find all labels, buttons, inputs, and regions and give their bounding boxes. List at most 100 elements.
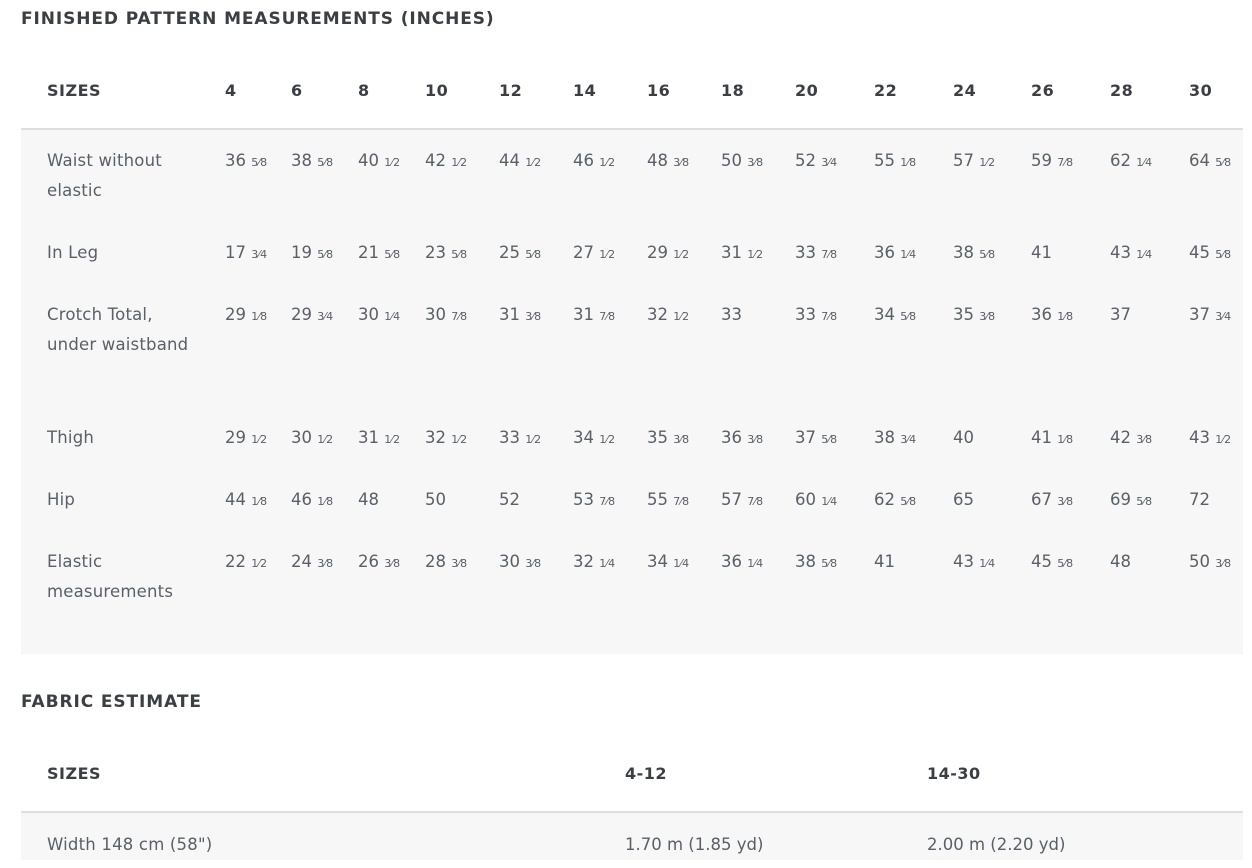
- measurement-cell: 43 1⁄2: [1189, 428, 1232, 447]
- measurement-cell: 30 3⁄8: [499, 552, 542, 571]
- measurement-cell: 35 3⁄8: [647, 428, 690, 447]
- measurement-cell: 30 7⁄8: [425, 305, 468, 324]
- measurement-cell: 69 5⁄8: [1110, 490, 1153, 509]
- measurement-cell: 38 5⁄8: [795, 552, 838, 571]
- measurement-cell: 17 3⁄4: [225, 243, 268, 262]
- measurement-cell: 46 1⁄2: [573, 151, 616, 170]
- measurement-cell: 62 5⁄8: [874, 490, 917, 509]
- size-header: 14: [573, 80, 597, 100]
- fabric-size-header: 4-12: [625, 764, 668, 783]
- measurement-cell: 37: [1110, 305, 1131, 324]
- measurement-cell: 65: [953, 490, 974, 509]
- measurement-cell: 42 3⁄8: [1110, 428, 1153, 447]
- measurement-cell: 46 1⁄8: [291, 490, 334, 509]
- measurement-cell: 43 1⁄4: [1110, 243, 1153, 262]
- measurement-cell: 55 1⁄8: [874, 151, 917, 170]
- size-header: 12: [499, 80, 523, 100]
- fabric-sizes-header: SIZES: [47, 764, 102, 783]
- sizes-header: SIZES: [47, 80, 102, 100]
- measurement-cell: 62 1⁄4: [1110, 151, 1153, 170]
- measurement-cell: 19 5⁄8: [291, 243, 334, 262]
- measurement-row: Thigh 29 1⁄2 30 1⁄2 31 1⁄2 32 1⁄2 33 1⁄2 34 1⁄…: [21, 407, 1243, 469]
- measurement-cell: 33 7⁄8: [795, 305, 838, 324]
- measurement-cell: 30 1⁄2: [291, 428, 334, 447]
- row-label: Waist without elastic: [47, 151, 162, 200]
- measurement-cell: 36 3⁄8: [721, 428, 764, 447]
- size-header: 8: [358, 80, 370, 100]
- measurement-cell: 31 1⁄2: [721, 243, 764, 262]
- fabric-title: FABRIC ESTIMATE: [21, 692, 202, 712]
- measurement-cell: 38 5⁄8: [953, 243, 996, 262]
- measurement-cell: 34 1⁄2: [573, 428, 616, 447]
- measurement-cell: 72: [1189, 490, 1210, 509]
- measurement-cell: 43 1⁄4: [953, 552, 996, 571]
- measurement-cell: 30 1⁄4: [358, 305, 401, 324]
- fabric-header-row: SIZES 4-12 14-30: [21, 736, 1243, 812]
- measurement-cell: 37 5⁄8: [795, 428, 838, 447]
- measurement-cell: 40 1⁄2: [358, 151, 401, 170]
- measurement-cell: 48: [1110, 552, 1131, 571]
- measurement-cell: 44 1⁄8: [225, 490, 268, 509]
- measurement-cell: 38 3⁄4: [874, 428, 917, 447]
- measurement-row: Crotch Total, under waistband 29 1⁄8 29 3⁄…: [21, 284, 1243, 407]
- measurement-cell: 60 1⁄4: [795, 490, 838, 509]
- measurement-cell: 50: [425, 490, 446, 509]
- measurement-cell: 31 1⁄2: [358, 428, 401, 447]
- size-header: 24: [953, 80, 977, 100]
- measurement-cell: 45 5⁄8: [1031, 552, 1074, 571]
- row-label: Hip: [47, 490, 76, 509]
- measurement-cell: 29 3⁄4: [291, 305, 334, 324]
- size-header: 18: [721, 80, 745, 100]
- row-label: In Leg: [47, 243, 99, 262]
- measurement-row: Waist without elastic 36 5⁄8 38 5⁄8 40 1⁄2 4…: [21, 129, 1243, 222]
- measurements-body: Waist without elastic 36 5⁄8 38 5⁄8 40 1⁄2 4…: [21, 129, 1243, 654]
- measurement-cell: 36 1⁄4: [874, 243, 917, 262]
- measurement-cell: 35 3⁄8: [953, 305, 996, 324]
- measurement-cell: 37 3⁄4: [1189, 305, 1232, 324]
- measurement-row: Elastic measurements 22 1⁄2 24 3⁄8 26 3⁄8 28…: [21, 531, 1243, 654]
- measurement-cell: 33: [721, 305, 742, 324]
- size-header: 6: [291, 80, 303, 100]
- measurement-cell: 27 1⁄2: [573, 243, 616, 262]
- measurement-cell: 52: [499, 490, 520, 509]
- size-header: 20: [795, 80, 819, 100]
- row-label: Elastic measurements: [47, 552, 174, 601]
- measurement-cell: 38 5⁄8: [291, 151, 334, 170]
- size-header: 28: [1110, 80, 1134, 100]
- measurement-cell: 41: [874, 552, 895, 571]
- measurement-cell: 57 7⁄8: [721, 490, 764, 509]
- measurement-cell: 28 3⁄8: [425, 552, 468, 571]
- fabric-table: SIZES 4-12 14-30 Width 148 cm (58") 1.70…: [21, 736, 1243, 860]
- measurement-cell: 48: [358, 490, 379, 509]
- measurement-cell: 36 1⁄4: [721, 552, 764, 571]
- measurement-cell: 64 5⁄8: [1189, 151, 1232, 170]
- measurement-cell: 25 5⁄8: [499, 243, 542, 262]
- measurement-cell: 22 1⁄2: [225, 552, 268, 571]
- fabric-cell: 1.70 m (1.85 yd): [625, 835, 764, 854]
- measurement-cell: 53 7⁄8: [573, 490, 616, 509]
- measurement-cell: 32 1⁄2: [425, 428, 468, 447]
- row-label: Thigh: [47, 428, 95, 447]
- measurement-cell: 24 3⁄8: [291, 552, 334, 571]
- fabric-row: Width 148 cm (58") 1.70 m (1.85 yd) 2.00…: [21, 812, 1243, 860]
- size-header: 26: [1031, 80, 1055, 100]
- measurement-row: Hip 44 1⁄8 46 1⁄8 48 50 52 53 7⁄8 55 7⁄8 57 7⁄8 6…: [21, 469, 1243, 531]
- measurement-cell: 32 1⁄4: [573, 552, 616, 571]
- measurement-cell: 36 5⁄8: [225, 151, 268, 170]
- measurements-table: SIZES 4 6 8 10 12 14 16 18 20 22 24 26 28 30 Waist wi…: [21, 52, 1243, 654]
- measurement-cell: 33 7⁄8: [795, 243, 838, 262]
- size-header: 16: [647, 80, 671, 100]
- measurement-cell: 34 5⁄8: [874, 305, 917, 324]
- measurement-cell: 26 3⁄8: [358, 552, 401, 571]
- measurement-cell: 31 7⁄8: [573, 305, 616, 324]
- measurement-cell: 59 7⁄8: [1031, 151, 1074, 170]
- measurement-cell: 29 1⁄2: [647, 243, 690, 262]
- measurement-cell: 36 1⁄8: [1031, 305, 1074, 324]
- measurement-cell: 50 3⁄8: [721, 151, 764, 170]
- measurement-cell: 29 1⁄8: [225, 305, 268, 324]
- measurement-cell: 67 3⁄8: [1031, 490, 1074, 509]
- measurement-cell: 33 1⁄2: [499, 428, 542, 447]
- measurement-cell: 57 1⁄2: [953, 151, 996, 170]
- measurement-cell: 34 1⁄4: [647, 552, 690, 571]
- fabric-cell: 2.00 m (2.20 yd): [927, 835, 1066, 854]
